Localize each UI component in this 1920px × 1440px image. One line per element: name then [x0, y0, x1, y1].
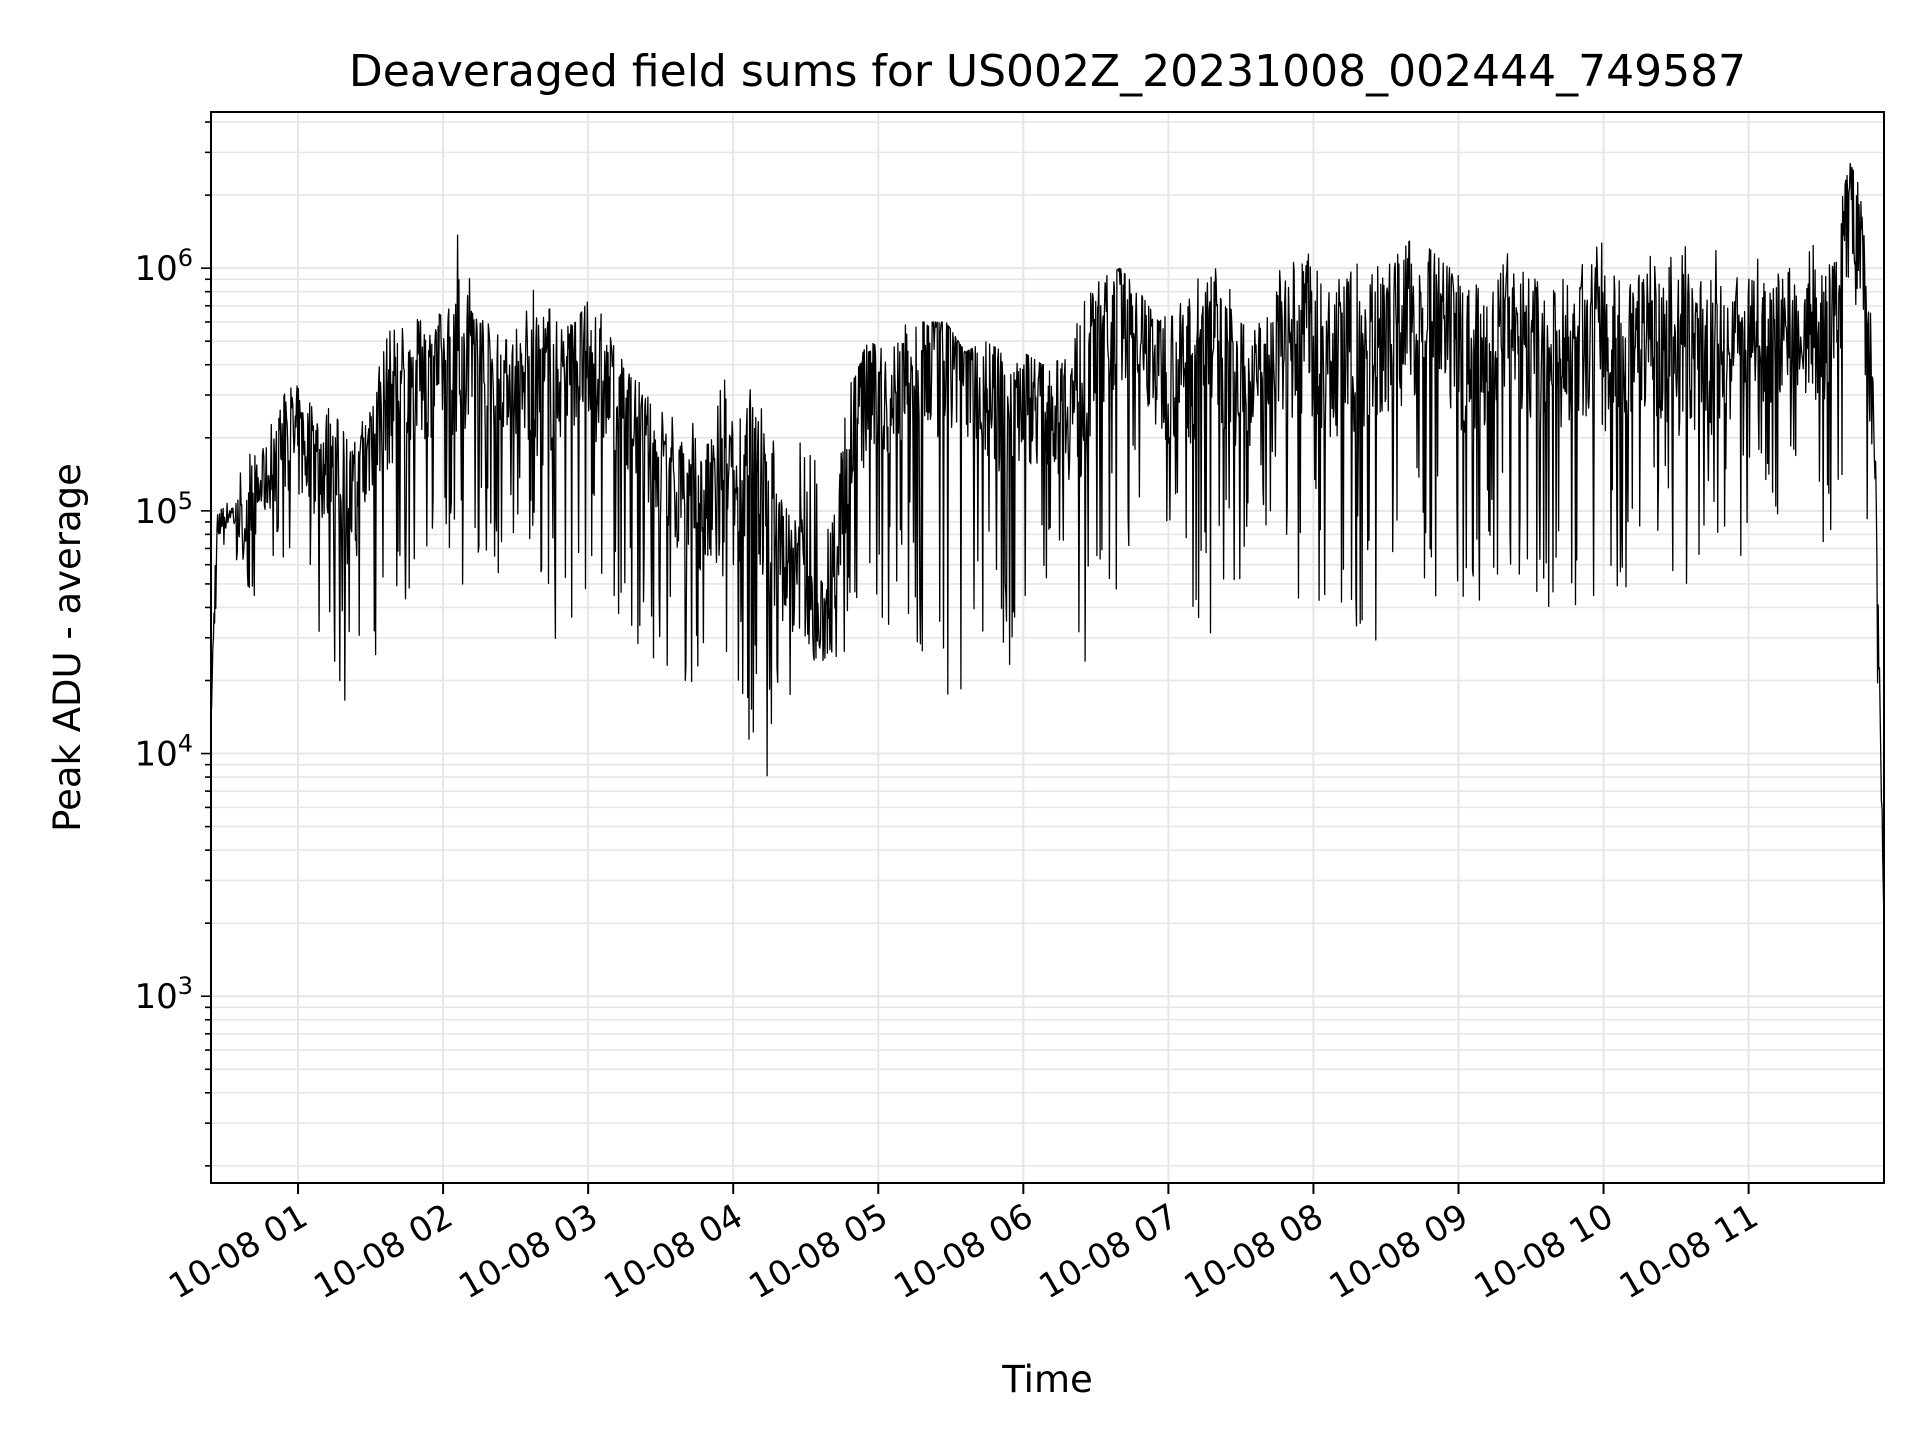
series-layer	[210, 162, 1885, 924]
y-tick-label: 105	[134, 487, 193, 532]
chart-title: Deaveraged field sums for US002Z_2023100…	[349, 46, 1746, 97]
y-axis: 103 104 105 106	[134, 121, 211, 1167]
series-line	[210, 162, 1885, 924]
plot-frame	[210, 111, 1885, 1184]
x-axis-label: Time	[1001, 1358, 1093, 1401]
y-axis-label: Peak ADU - average	[46, 463, 89, 832]
y-tick-label: 106	[134, 244, 193, 289]
y-tick-label: 104	[134, 730, 193, 775]
y-tick-label: 103	[134, 972, 193, 1017]
